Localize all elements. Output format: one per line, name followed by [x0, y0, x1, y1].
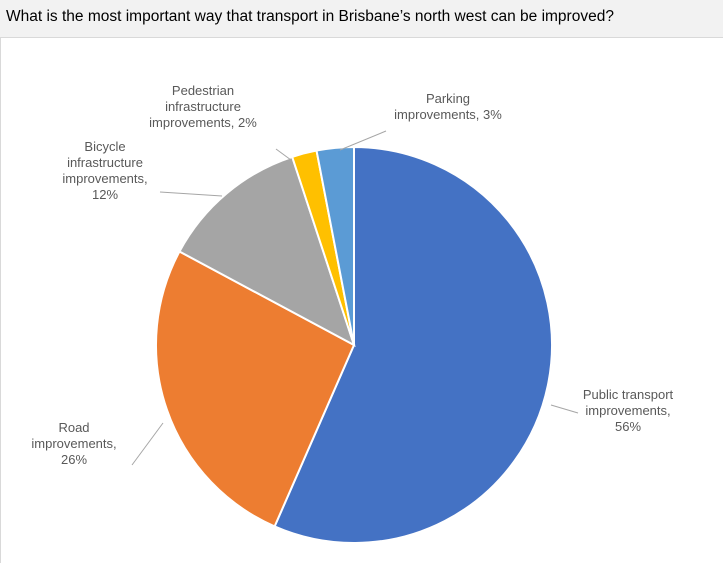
pie-slice-public-transport-improvements — [273, 145, 554, 544]
pie-slice-road-improvements — [155, 250, 356, 528]
leader-lines — [131, 130, 579, 466]
pie-slice-bicycle-infrastructure-improvements — [178, 155, 356, 348]
leader-line — [339, 130, 387, 151]
pie-slices — [155, 145, 554, 544]
leader-line — [550, 404, 579, 414]
leader-line — [275, 148, 292, 161]
data-label: Pedestrian infrastructure improvements, 2% — [149, 83, 257, 130]
pie-slice-parking-improvements — [315, 145, 355, 346]
data-label: Public transport improvements, 56% — [583, 387, 674, 434]
data-label: Parking improvements, 3% — [394, 91, 502, 122]
leader-line — [131, 422, 164, 466]
data-label: Road improvements, 26% — [31, 420, 116, 467]
leader-line — [159, 191, 223, 197]
data-labels: Public transport improvements, 56% Road impr… — [31, 83, 673, 467]
question-header: What is the most important way that tran… — [0, 0, 723, 38]
data-label: Bicycle infrastructure improvements, 12% — [62, 139, 147, 202]
question-text: What is the most important way that tran… — [6, 8, 614, 25]
